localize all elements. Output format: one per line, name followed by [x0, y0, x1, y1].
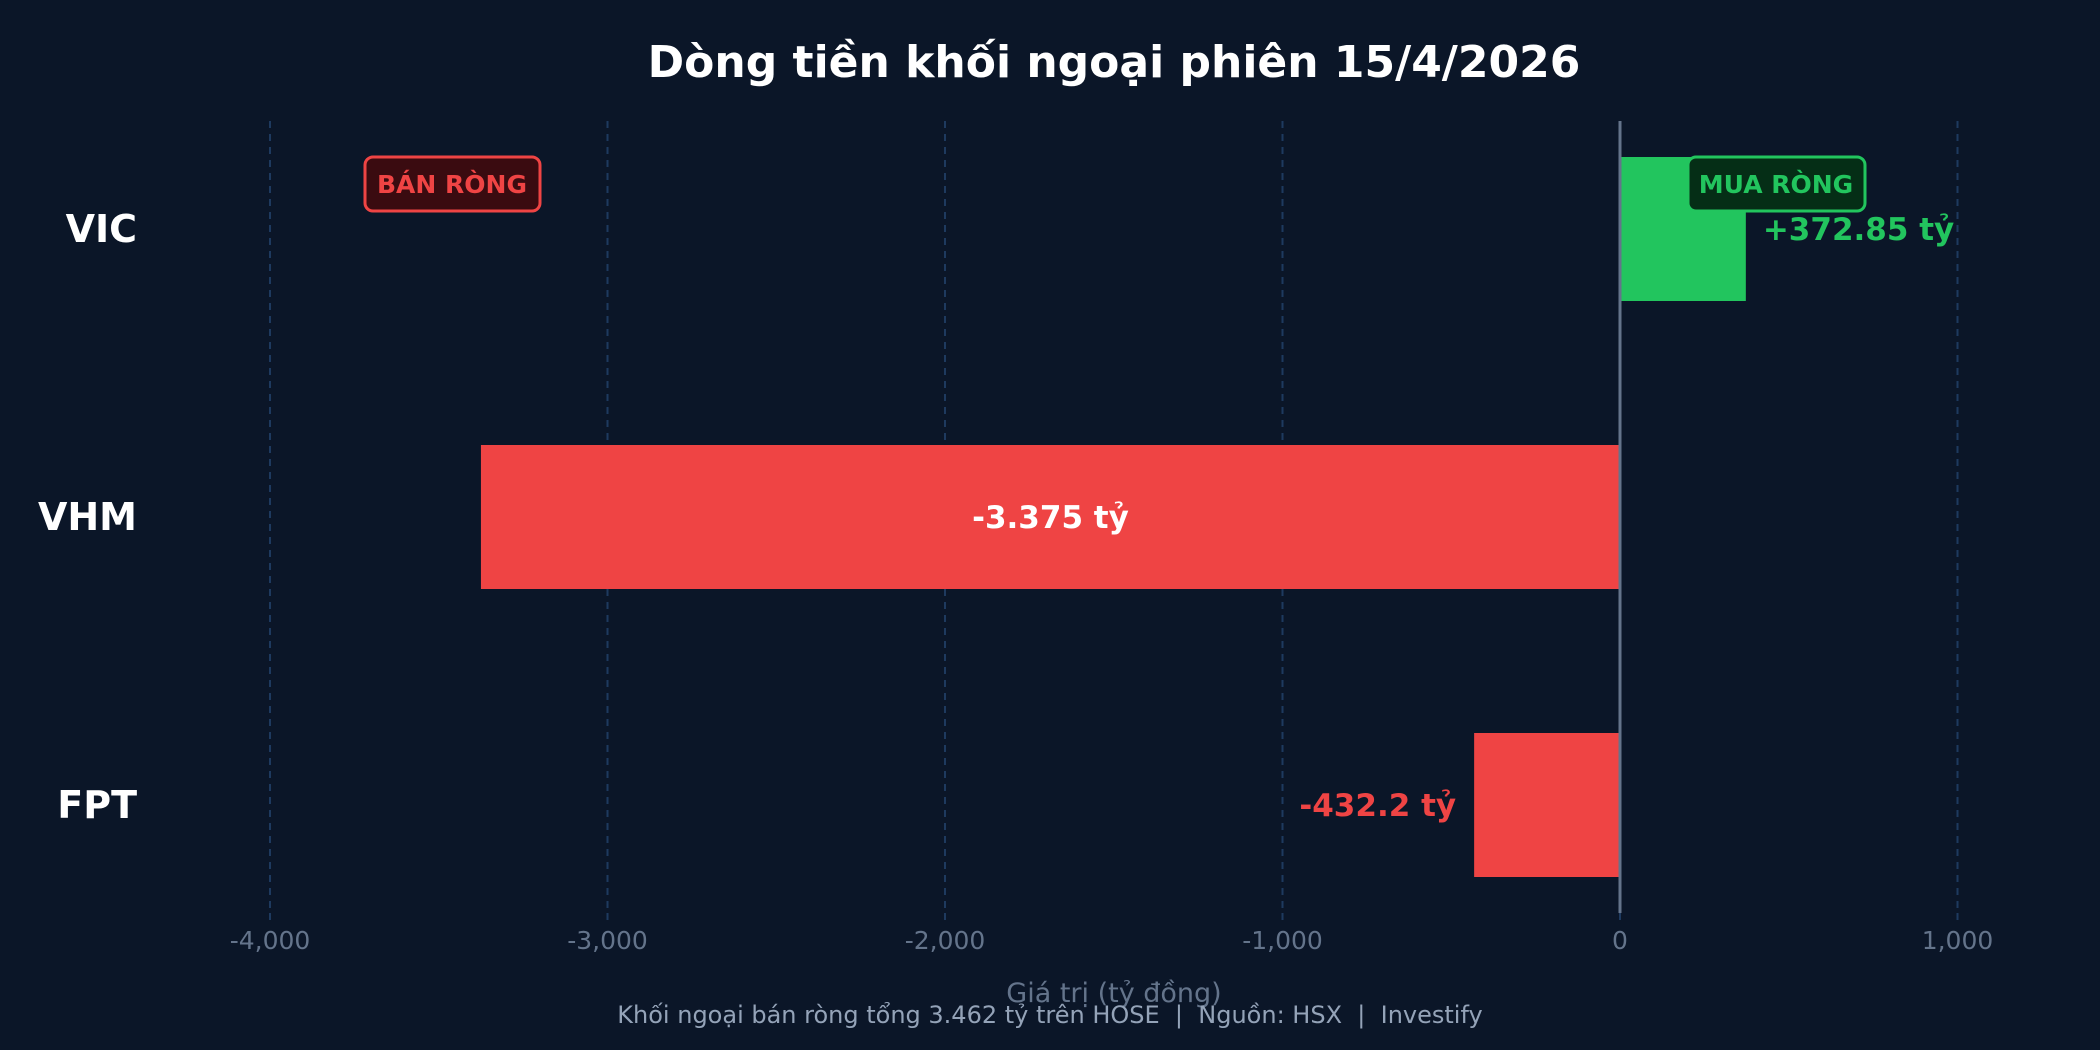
tick-label: -1,000 — [1242, 926, 1323, 955]
tick-label: -4,000 — [230, 926, 311, 955]
value-label-fpt: -432.2 tỷ — [1299, 788, 1456, 824]
tick-label: 0 — [1612, 926, 1628, 955]
chart-title: Dòng tiền khối ngoại phiên 15/4/2026 — [648, 37, 1581, 88]
y-label-vic: VIC — [66, 207, 137, 251]
y-axis-labels: VIC VHM FPT — [38, 207, 137, 827]
tick-label: -3,000 — [567, 926, 648, 955]
y-label-vhm: VHM — [38, 495, 137, 539]
sell-badge: BÁN RÒNG — [363, 155, 542, 213]
tick-label: -2,000 — [905, 926, 986, 955]
x-axis-ticks: -4,000 -3,000 -2,000 -1,000 0 1,000 — [230, 913, 1994, 955]
buy-badge-box — [1686, 155, 1867, 213]
value-labels: +372.85 tỷ -3.375 tỷ -432.2 tỷ — [972, 212, 1954, 824]
sell-badge-label: BÁN RÒNG — [377, 169, 527, 199]
value-label-vic: +372.85 tỷ — [1763, 212, 1954, 248]
value-label-vhm: -3.375 tỷ — [972, 500, 1129, 536]
tick-label: 1,000 — [1922, 926, 1994, 955]
sell-badge-box — [363, 155, 542, 213]
bars — [480, 157, 1746, 877]
bar-vhm — [480, 445, 1620, 589]
buy-badge: MUA RÒNG — [1686, 155, 1867, 213]
bar-fpt — [1474, 733, 1620, 877]
buy-badge-label: MUA RÒNG — [1699, 169, 1853, 199]
caption: Khối ngoại bán ròng tổng 3.462 tỷ trên H… — [617, 1001, 1482, 1029]
y-label-fpt: FPT — [57, 783, 137, 827]
x-axis-label: Giá trị (tỷ đồng) — [1006, 978, 1221, 1009]
